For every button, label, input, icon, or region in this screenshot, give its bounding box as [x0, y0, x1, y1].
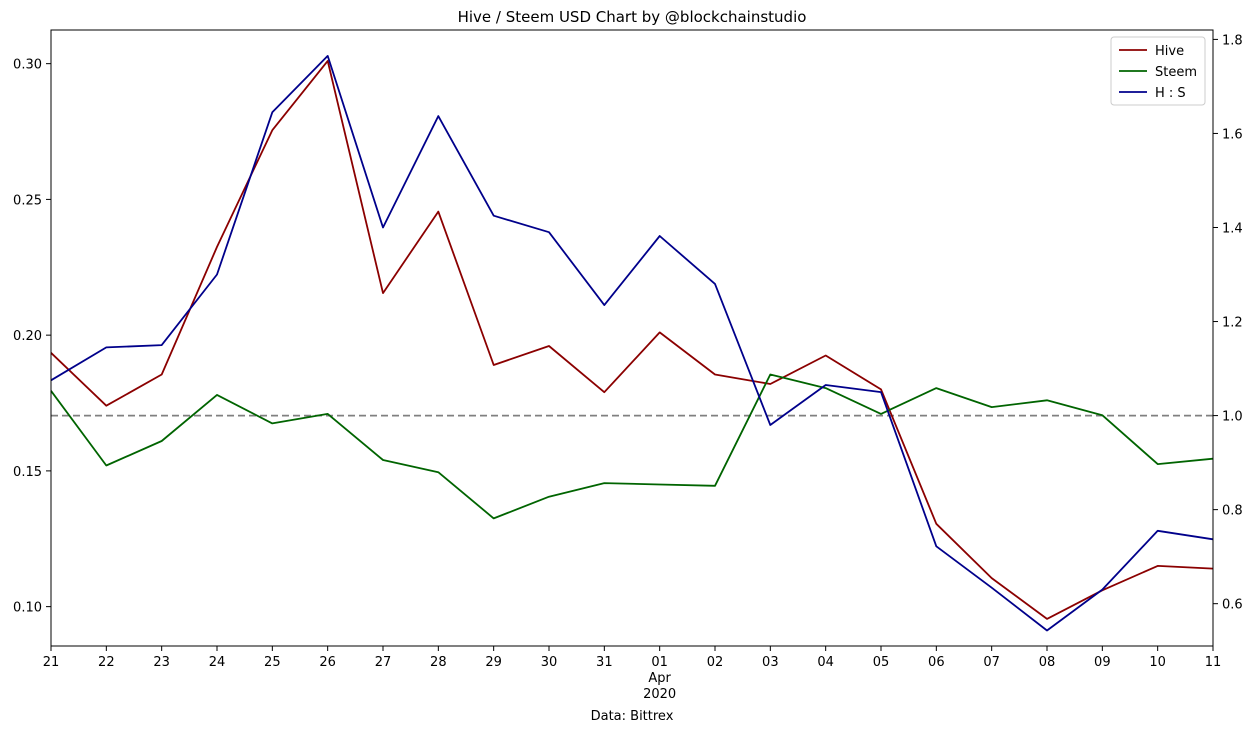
x-tick-label: 27: [375, 655, 392, 670]
x-tick-label: 11: [1205, 655, 1222, 670]
x-year-label: 2020: [643, 687, 676, 702]
series-line-hive: [50, 60, 1214, 620]
x-tick-label: 24: [209, 655, 226, 670]
x-axis-label: Data: Bittrex: [591, 709, 674, 724]
x-tick-label: 22: [98, 655, 115, 670]
plot-frame: [50, 29, 1214, 647]
x-tick-label: 01: [651, 655, 668, 670]
x-tick-label: 02: [707, 655, 724, 670]
x-tick-label: 05: [873, 655, 890, 670]
x-month-label: Apr: [648, 671, 671, 686]
axes: 0.10 0.15 0.20 0.25 0.30 0.6 0.8 1.0 1.2 1.4 1.6 1.…: [13, 29, 1243, 702]
x-tick-label: 06: [928, 655, 945, 670]
plot-area: [50, 55, 1214, 632]
left-tick-label: 0.25: [13, 193, 42, 208]
x-tick-label: 04: [817, 655, 834, 670]
right-tick-label: 1.8: [1222, 33, 1243, 48]
right-tick-label: 1.6: [1222, 127, 1243, 142]
x-tick-label: 09: [1094, 655, 1111, 670]
x-tick-label: 26: [319, 655, 336, 670]
x-tick-label: 21: [43, 655, 60, 670]
x-tick-label: 10: [1149, 655, 1166, 670]
x-tick-label: 07: [983, 655, 1000, 670]
right-tick-label: 1.4: [1222, 221, 1243, 236]
left-tick-label: 0.30: [13, 58, 42, 73]
legend-label: H : S: [1155, 86, 1186, 101]
series-line-steem: [50, 373, 1214, 520]
x-tick-label: 30: [541, 655, 558, 670]
x-tick-label: 25: [264, 655, 281, 670]
legend: Hive Steem H : S: [1110, 36, 1206, 106]
x-tick-label: 23: [153, 655, 170, 670]
chart-title: Hive / Steem USD Chart by @blockchainstu…: [458, 8, 807, 26]
x-tick-label: 28: [430, 655, 447, 670]
left-tick-label: 0.20: [13, 329, 42, 344]
legend-label: Steem: [1155, 65, 1197, 80]
x-tick-label: 03: [762, 655, 779, 670]
left-tick-label: 0.15: [13, 465, 42, 480]
legend-box: [1110, 36, 1206, 106]
right-tick-label: 1.2: [1222, 316, 1243, 331]
left-tick-label: 0.10: [13, 601, 42, 616]
x-tick-label: 08: [1039, 655, 1056, 670]
right-tick-label: 0.8: [1222, 504, 1243, 519]
legend-label: Hive: [1155, 44, 1184, 59]
right-tick-label: 0.6: [1222, 598, 1243, 613]
x-tick-label: 31: [596, 655, 613, 670]
series-line-h-s: [50, 55, 1214, 632]
x-tick-label: 29: [485, 655, 502, 670]
right-tick-label: 1.0: [1222, 410, 1243, 425]
